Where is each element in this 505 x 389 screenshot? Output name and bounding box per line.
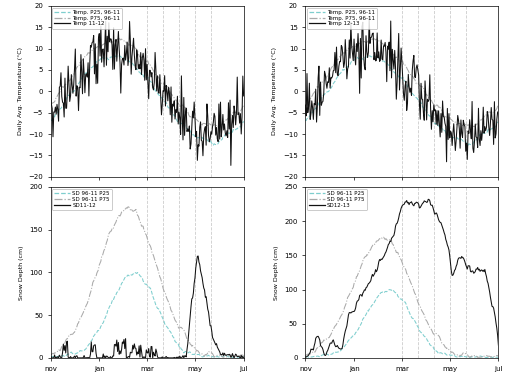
Y-axis label: Daily Avg. Temperature (°C): Daily Avg. Temperature (°C) [272, 47, 277, 135]
Y-axis label: Daily Avg. Temperature (°C): Daily Avg. Temperature (°C) [18, 47, 23, 135]
Y-axis label: Snow Depth (cm): Snow Depth (cm) [19, 245, 24, 300]
Legend: Temp. P25, 96-11, Temp. P75, 96-11, Temp 11-12: Temp. P25, 96-11, Temp. P75, 96-11, Temp… [52, 7, 122, 29]
Legend: SD 96-11 P25, SD 96-11 P75, SD11-12: SD 96-11 P25, SD 96-11 P75, SD11-12 [52, 189, 112, 210]
Legend: Temp. P25, 96-11, Temp. P75, 96-11, Temp 12-13: Temp. P25, 96-11, Temp. P75, 96-11, Temp… [307, 7, 377, 29]
Legend: SD 96-11 P25, SD 96-11 P75, SD12-13: SD 96-11 P25, SD 96-11 P75, SD12-13 [307, 189, 366, 210]
Y-axis label: Snow Depth (cm): Snow Depth (cm) [273, 245, 278, 300]
